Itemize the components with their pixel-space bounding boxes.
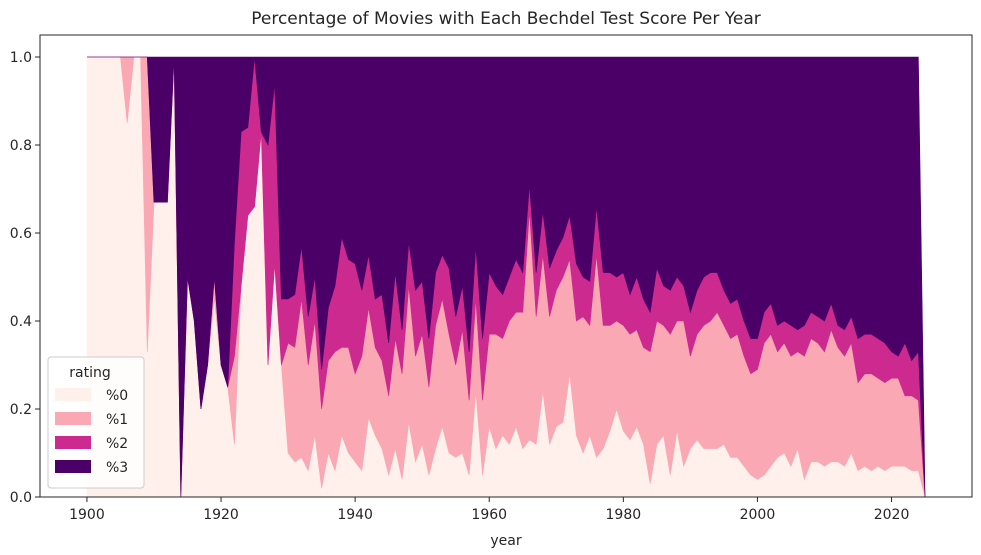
x-tick-label: 2000: [740, 507, 776, 523]
x-axis: 1900 1920 1940 1960 1980 2000 2020: [69, 497, 909, 523]
y-tick-label: 0.8: [10, 138, 32, 154]
legend: rating %0 %1 %2 %3: [47, 356, 145, 489]
y-tick-label: 0.2: [10, 402, 32, 418]
x-tick-label: 1900: [69, 507, 105, 523]
legend-swatch: [55, 388, 91, 401]
y-tick-label: 0.4: [10, 314, 32, 330]
x-tick-label: 2020: [874, 507, 910, 523]
y-tick-label: 1.0: [10, 50, 32, 66]
legend-label: %0: [106, 388, 128, 404]
legend-swatch: [55, 412, 91, 425]
x-tick-label: 1940: [337, 507, 373, 523]
y-axis: 0.0 0.2 0.4 0.6 0.8 1.0: [10, 50, 40, 506]
x-tick-label: 1980: [606, 507, 642, 523]
area-layer: [86, 56, 926, 498]
y-tick-label: 0.6: [10, 226, 32, 242]
legend-label: %2: [106, 436, 128, 452]
x-tick-label: 1960: [471, 507, 507, 523]
x-tick-label: 1920: [203, 507, 239, 523]
chart-title: Percentage of Movies with Each Bechdel T…: [251, 9, 761, 29]
plot-frame: [39, 34, 973, 498]
legend-label: %3: [106, 460, 128, 476]
legend-swatch: [55, 436, 91, 449]
legend-swatch: [55, 460, 91, 473]
x-axis-label: year: [490, 533, 521, 549]
legend-title: rating: [69, 365, 110, 381]
legend-label: %1: [106, 412, 128, 428]
y-tick-label: 0.0: [10, 490, 32, 506]
